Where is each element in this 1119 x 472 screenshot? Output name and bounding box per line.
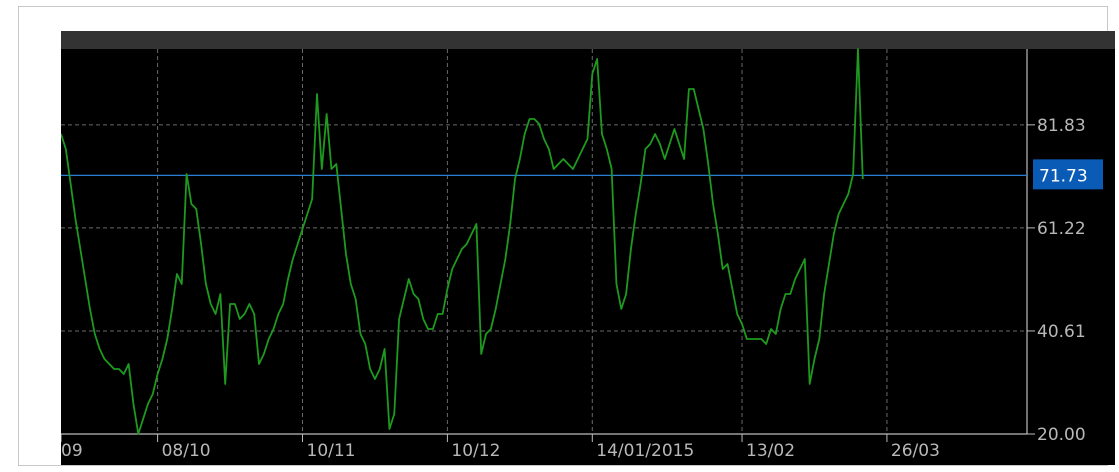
y-tick-label: 20.00	[1037, 425, 1086, 445]
y-tick-label: 81.83	[1037, 116, 1086, 136]
chart-container: 81.83 61.22 40.61 20.00 09 08/10 10/11 10/12 14…	[61, 31, 1115, 465]
x-tick-label: 10/12	[451, 441, 500, 461]
header-bar	[61, 31, 1115, 49]
series-layer	[61, 48, 864, 435]
y-tick-label: 61.22	[1037, 219, 1086, 239]
y-tick-label: 40.61	[1037, 322, 1086, 342]
chart-frame: 81.83 61.22 40.61 20.00 09 08/10 10/11 10/12 14…	[18, 6, 1115, 466]
y-tick-labels: 81.83 61.22 40.61 20.00	[1027, 116, 1086, 445]
series-line-0	[61, 48, 864, 435]
x-tick-label: 14/01/2015	[596, 441, 694, 461]
x-tick-label: 10/11	[307, 441, 356, 461]
chart-svg: 81.83 61.22 40.61 20.00 09 08/10 10/11 10/12 14…	[61, 31, 1115, 465]
x-tick-label: 08/10	[162, 441, 211, 461]
last-value-label: 71.73	[1039, 166, 1088, 186]
x-tick-labels: 09 08/10 10/11 10/12 14/01/2015 13/02 26/03	[61, 434, 940, 461]
x-tick-label: 26/03	[891, 441, 940, 461]
last-value-badge-bg	[1033, 159, 1103, 190]
x-tick-label: 13/02	[746, 441, 795, 461]
plot-background	[61, 49, 1115, 465]
x-tick-label: 09	[61, 441, 83, 461]
last-value-badge: 71.73	[1033, 159, 1103, 190]
